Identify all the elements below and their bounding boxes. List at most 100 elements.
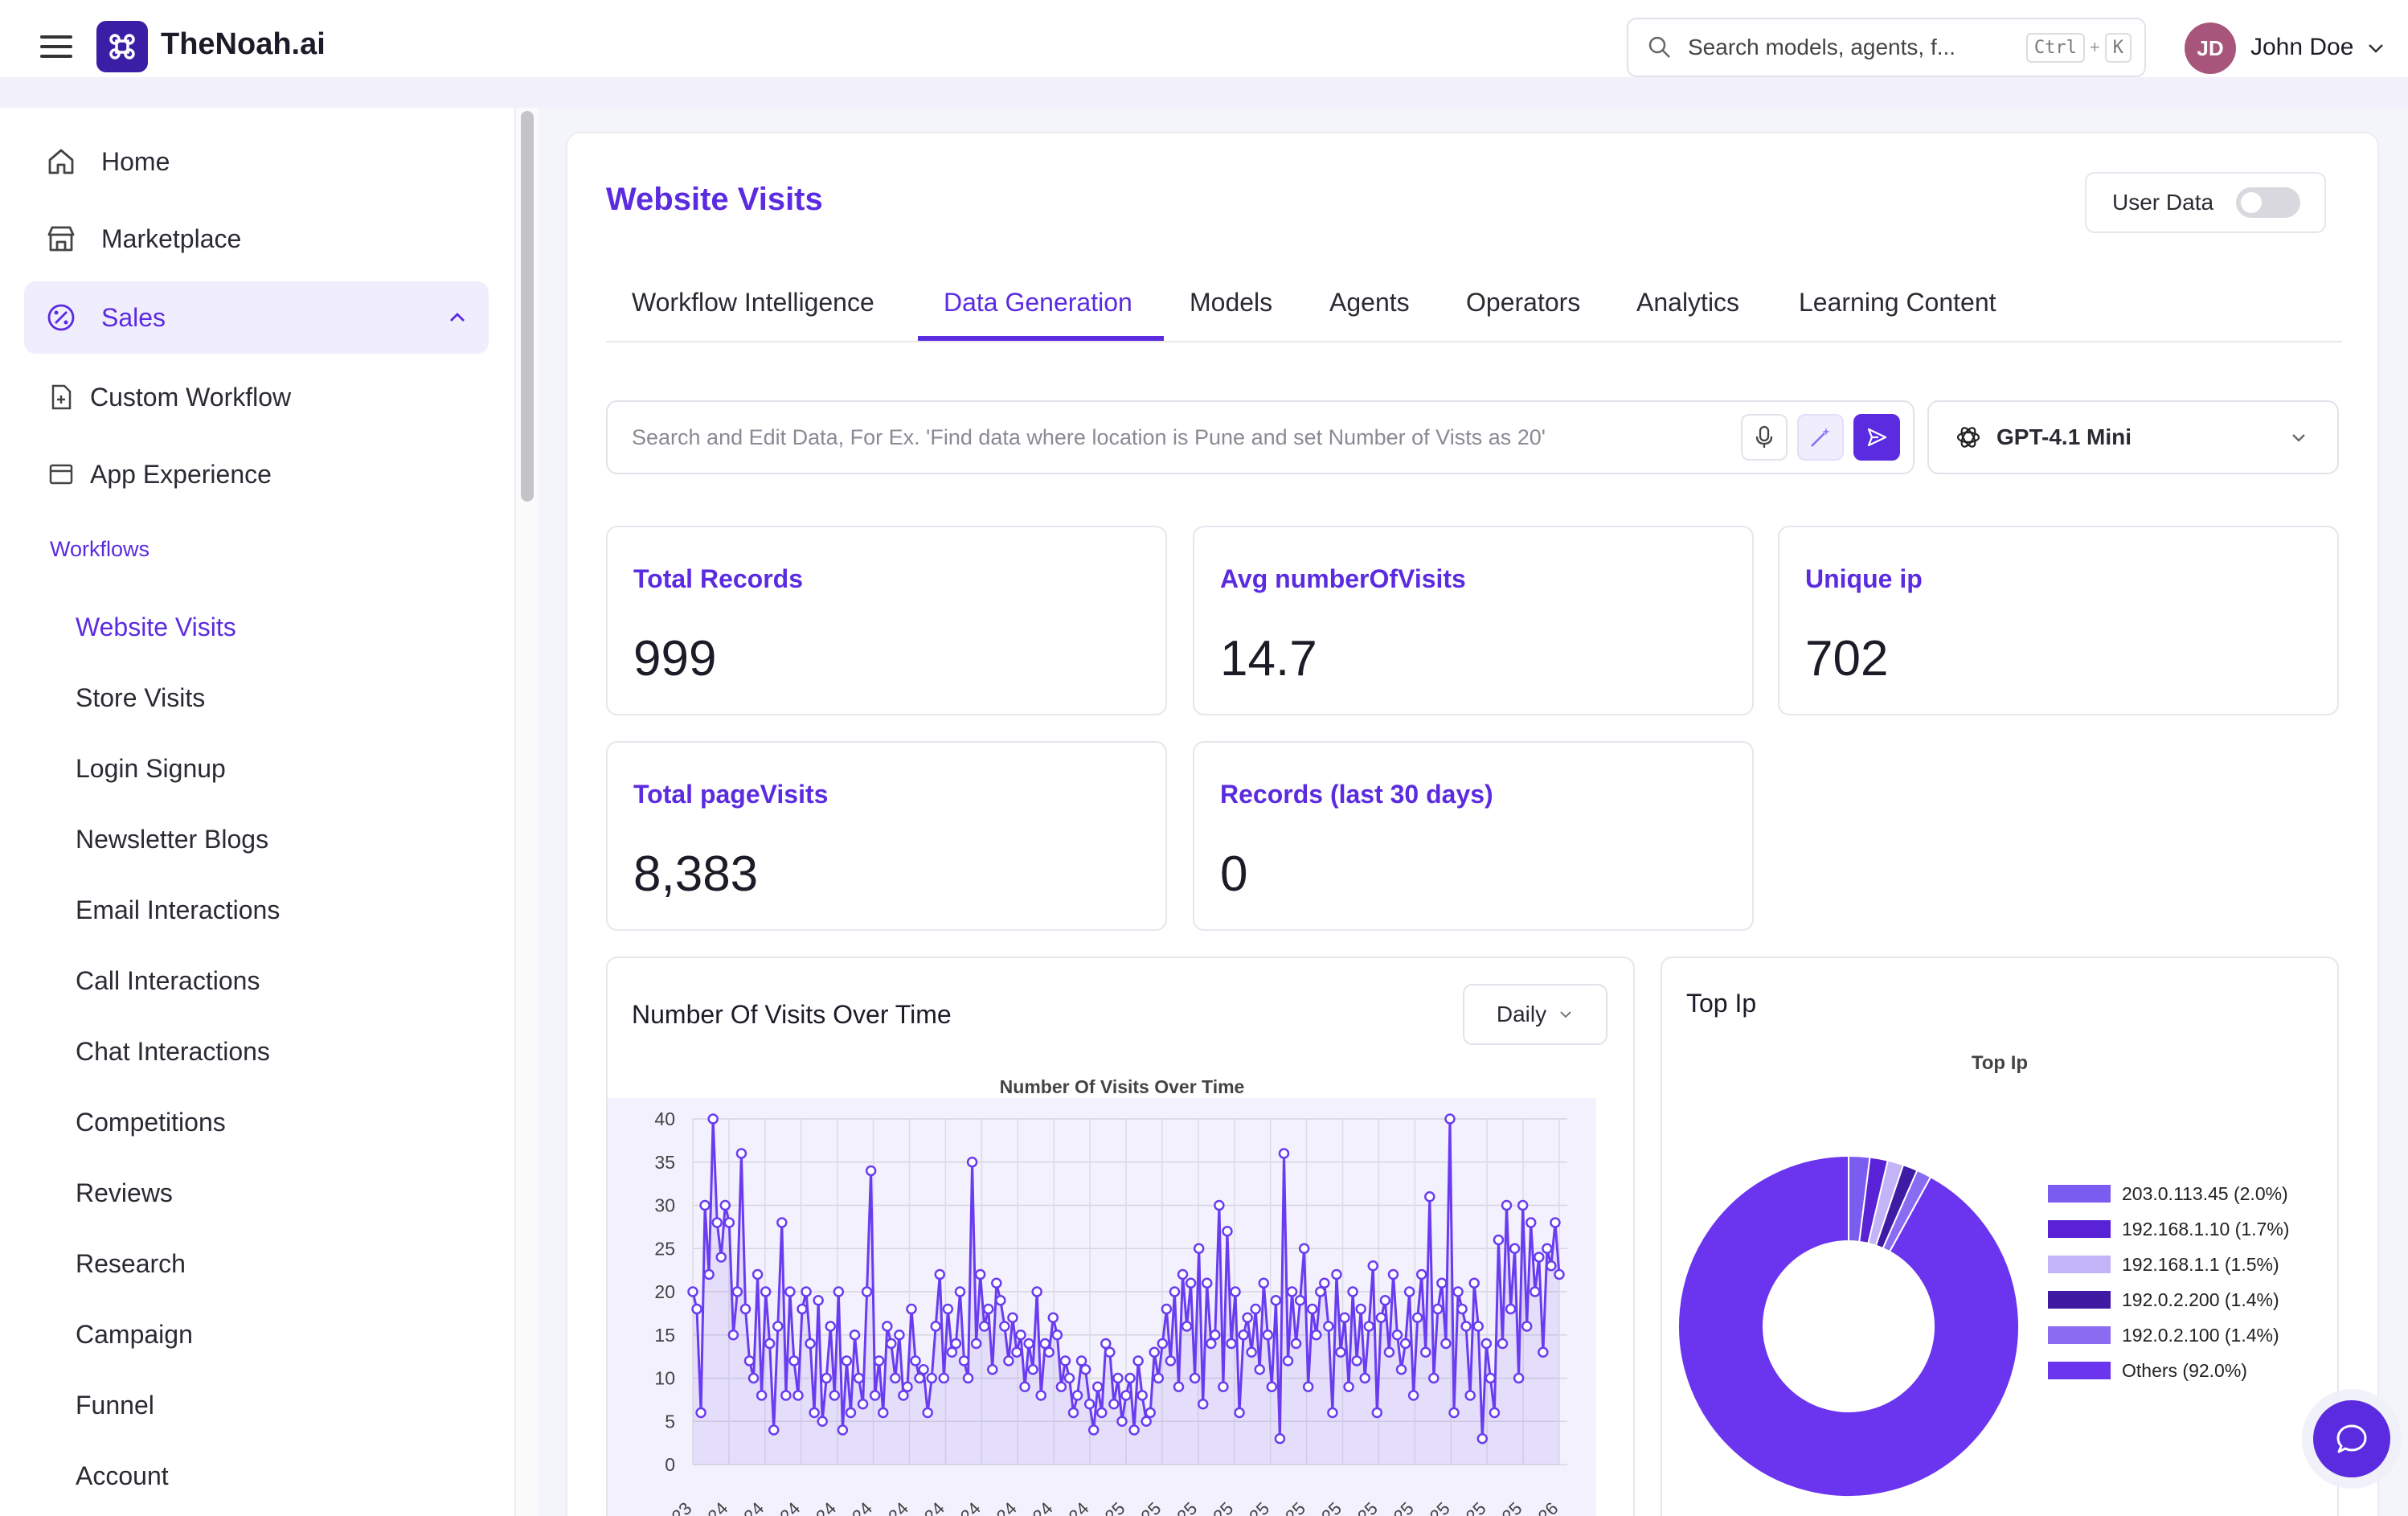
sidebar-item-funnel[interactable]: Funnel — [76, 1391, 154, 1420]
user-data-toggle[interactable] — [2236, 187, 2301, 218]
data-point — [861, 1286, 873, 1297]
sidebar-item-label: Home — [101, 146, 170, 176]
search-icon — [1648, 36, 1670, 58]
sidebar-item-campaign[interactable]: Campaign — [76, 1320, 193, 1349]
sidebar-item-home[interactable]: Home — [24, 125, 489, 198]
data-point — [1501, 1199, 1513, 1211]
sidebar-item-newsletter-blogs[interactable]: Newsletter Blogs — [76, 825, 269, 854]
y-tick-label: 40 — [654, 1108, 675, 1129]
tab-bar: Workflow Intelligence Data Generation Mo… — [606, 281, 2342, 342]
stat-card-total-page-visits: Total pageVisits 8,383 — [606, 741, 1167, 931]
legend-swatch — [2048, 1256, 2111, 1273]
sidebar-item-app-experience[interactable]: App Experience — [48, 450, 272, 498]
data-point — [1100, 1338, 1112, 1350]
data-point — [817, 1416, 828, 1427]
sidebar-item-custom-workflow[interactable]: Custom Workflow — [48, 373, 291, 421]
send-button[interactable] — [1853, 414, 1900, 461]
data-point — [1335, 1346, 1346, 1358]
legend-label: Others (92.0%) — [2122, 1360, 2247, 1381]
data-point — [930, 1321, 941, 1332]
data-point — [1189, 1372, 1201, 1384]
tab-analytics[interactable]: Analytics — [1636, 288, 1740, 317]
data-point — [853, 1372, 865, 1384]
sidebar-item-research[interactable]: Research — [76, 1249, 186, 1278]
top-ip-donut-chart: Top Ip 203.0.113.45 (2.0%) 192.168.1.10 (1… — [1677, 1052, 2289, 1498]
data-point — [1489, 1407, 1501, 1419]
data-command-input[interactable]: Search and Edit Data, For Ex. 'Find data… — [632, 424, 1546, 449]
data-point — [865, 1165, 877, 1177]
data-point — [906, 1303, 917, 1315]
chevron-down-icon[interactable] — [2366, 39, 2385, 58]
legend-label: 192.168.1.1 (1.5%) — [2122, 1254, 2279, 1275]
data-point — [873, 1355, 885, 1366]
sidebar-item-email-interactions[interactable]: Email Interactions — [76, 895, 281, 924]
data-point — [890, 1372, 901, 1384]
sidebar-item-competitions[interactable]: Competitions — [76, 1108, 226, 1137]
data-point — [743, 1355, 756, 1366]
data-point — [1226, 1338, 1237, 1350]
data-point — [1505, 1303, 1517, 1315]
tab-workflow-intelligence[interactable]: Workflow Intelligence — [632, 288, 874, 317]
tab-models[interactable]: Models — [1190, 288, 1273, 317]
tab-data-generation[interactable]: Data Generation — [944, 288, 1132, 317]
data-point — [1476, 1433, 1489, 1444]
sidebar-item-login-signup[interactable]: Login Signup — [76, 754, 226, 783]
stat-value: 999 — [633, 631, 717, 686]
data-point — [1379, 1295, 1391, 1306]
data-point — [910, 1355, 921, 1366]
legend-label: 192.0.2.100 (1.4%) — [2122, 1325, 2279, 1346]
data-point — [1347, 1286, 1358, 1297]
data-point — [727, 1330, 739, 1341]
data-point — [1554, 1268, 1565, 1280]
sidebar-item-reviews[interactable]: Reviews — [76, 1178, 173, 1207]
sidebar-item-marketplace[interactable]: Marketplace — [24, 203, 489, 275]
sidebar-item-website-visits[interactable]: Website Visits — [76, 613, 236, 641]
data-point — [764, 1338, 776, 1350]
magic-wand-button[interactable] — [1797, 414, 1844, 461]
sidebar-item-store-visits[interactable]: Store Visits — [76, 683, 206, 712]
data-point — [1534, 1252, 1545, 1263]
search-input[interactable]: Search models, agents, f... — [1688, 35, 1956, 59]
logo-icon — [96, 21, 148, 72]
data-point — [699, 1199, 711, 1211]
user-name[interactable]: John Doe — [2250, 34, 2354, 60]
data-point — [1290, 1338, 1302, 1350]
data-point — [837, 1424, 849, 1436]
data-point — [1485, 1372, 1497, 1384]
data-point — [1258, 1277, 1270, 1289]
microphone-button[interactable] — [1741, 414, 1788, 461]
model-select[interactable]: GPT-4.1 Mini — [1927, 400, 2339, 474]
data-point — [1359, 1372, 1370, 1384]
global-search[interactable]: Search models, agents, f... Ctrl + K — [1627, 18, 2146, 77]
data-point — [707, 1113, 719, 1125]
menu-icon[interactable] — [40, 35, 72, 59]
data-point — [1460, 1321, 1472, 1332]
data-point — [991, 1277, 1002, 1289]
data-point — [1027, 1364, 1038, 1375]
stat-card-total-records: Total Records 999 — [606, 526, 1167, 715]
data-point — [1250, 1303, 1261, 1315]
sidebar-item-sales[interactable]: Sales — [24, 281, 489, 354]
chevron-up-icon[interactable] — [448, 309, 466, 326]
data-point — [1286, 1286, 1298, 1297]
avatar[interactable]: JD — [2185, 23, 2236, 74]
data-point — [1230, 1286, 1241, 1297]
data-point — [886, 1338, 897, 1350]
tab-operators[interactable]: Operators — [1466, 288, 1581, 317]
sidebar-item-account[interactable]: Account — [76, 1461, 169, 1490]
sidebar-item-call-interactions[interactable]: Call Interactions — [76, 966, 260, 995]
chevron-down-icon — [1560, 1011, 1571, 1018]
data-point — [1120, 1390, 1132, 1401]
sidebar-item-chat-interactions[interactable]: Chat Interactions — [76, 1037, 270, 1066]
data-point — [914, 1372, 925, 1384]
interval-select[interactable]: Daily — [1463, 984, 1607, 1045]
data-point — [1355, 1303, 1366, 1315]
data-point — [695, 1407, 706, 1419]
sidebar-scrollbar[interactable] — [521, 111, 534, 502]
chat-button[interactable] — [2313, 1400, 2390, 1477]
data-point — [954, 1286, 966, 1297]
tab-learning-content[interactable]: Learning Content — [1799, 288, 1996, 317]
data-point — [1403, 1286, 1415, 1297]
chart-title: Top Ip — [1972, 1052, 2028, 1074]
tab-agents[interactable]: Agents — [1329, 288, 1410, 317]
